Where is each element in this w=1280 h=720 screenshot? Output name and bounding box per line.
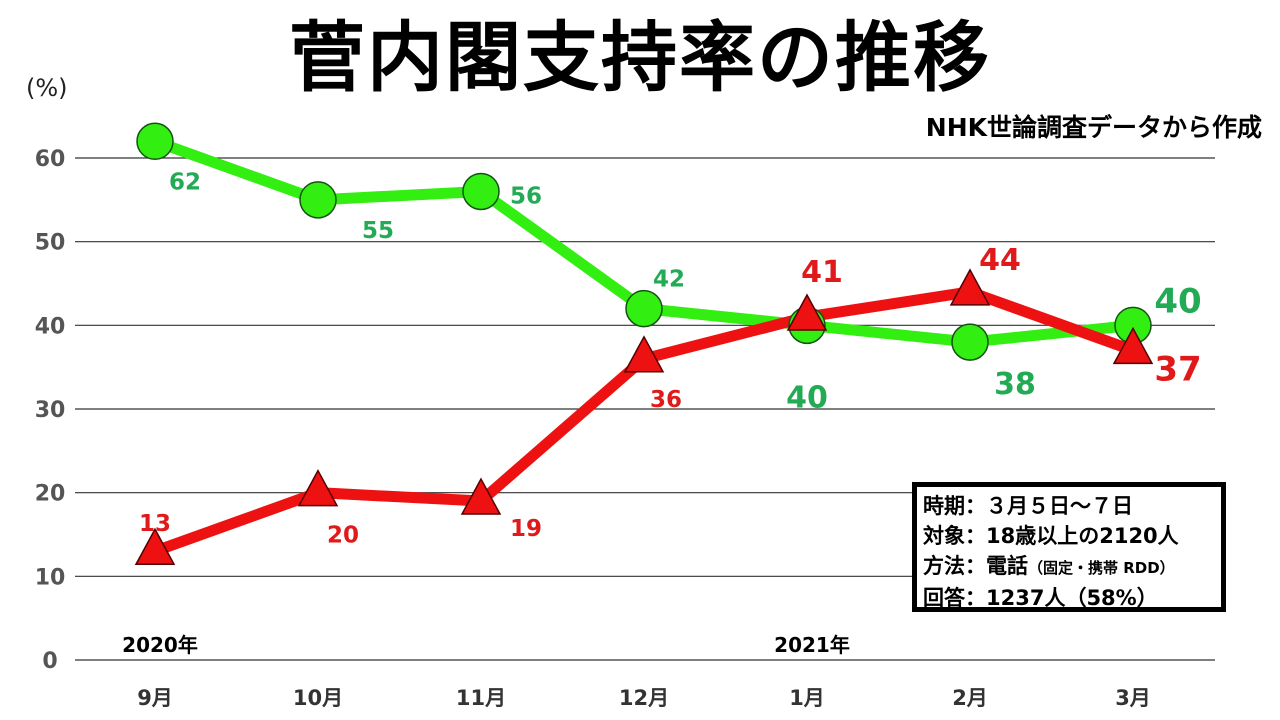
year-label: 2021年: [774, 633, 850, 657]
y-tick-label: 40: [35, 314, 66, 339]
y-tick-label: 10: [35, 565, 66, 590]
x-tick-label: 9月: [137, 686, 173, 710]
x-tick-label: 3月: [1115, 686, 1151, 710]
data-point-circle: [625, 289, 663, 328]
data-point-triangle: [460, 477, 502, 515]
info-method-detail: （固定・携帯 RDD）: [1028, 559, 1175, 577]
data-label: 20: [327, 523, 359, 549]
y-tick-label: 20: [35, 482, 66, 507]
x-tick-label: 1月: [789, 686, 825, 710]
info-period: 時期：３月５日～７日: [923, 494, 1133, 518]
data-label: 40: [1154, 281, 1201, 321]
data-point-circle: [136, 122, 174, 161]
data-label: 38: [994, 367, 1036, 402]
data-point-triangle: [134, 527, 176, 565]
data-point-triangle: [297, 469, 339, 507]
data-label: 13: [139, 511, 171, 537]
survey-info-box: 時期：３月５日～７日 対象：18歳以上の2120人 方法：電話（固定・携帯 RD…: [912, 482, 1226, 612]
x-tick-label: 10月: [293, 686, 343, 710]
y-tick-label: 0: [42, 649, 57, 674]
info-target: 対象：18歳以上の2120人: [923, 524, 1179, 548]
data-point-triangle: [949, 268, 991, 306]
info-method-line: 方法：電話（固定・携帯 RDD）: [923, 551, 1215, 583]
info-method: 方法：電話: [923, 554, 1028, 578]
data-point-circle: [951, 323, 989, 361]
info-response: 回答：1237人（58%）: [923, 586, 1158, 610]
data-label: 62: [169, 169, 201, 195]
year-label: 2020年: [122, 633, 198, 657]
data-point-triangle: [786, 293, 828, 331]
data-point-circle: [299, 181, 337, 219]
chart-subtitle: NHK世論調査データから作成: [925, 113, 1262, 142]
data-label: 40: [786, 380, 828, 415]
data-label: 36: [650, 387, 682, 413]
data-label: 44: [979, 243, 1021, 278]
y-axis-unit: (%): [26, 74, 68, 102]
y-tick-label: 50: [35, 231, 66, 256]
data-label: 37: [1154, 349, 1201, 389]
y-tick-label: 60: [35, 147, 66, 172]
data-point-circle: [462, 172, 500, 211]
chart-title: 菅内閣支持率の推移: [289, 13, 991, 102]
x-tick-label: 2月: [952, 686, 988, 710]
x-tick-label: 12月: [619, 686, 669, 710]
data-point-triangle: [1112, 326, 1154, 365]
data-point-triangle: [623, 335, 665, 373]
y-tick-label: 30: [35, 398, 66, 423]
x-tick-label: 11月: [456, 686, 506, 710]
data-label: 42: [653, 267, 685, 293]
data-label: 55: [362, 218, 394, 244]
data-label: 19: [510, 516, 542, 542]
data-label: 56: [510, 183, 542, 209]
data-label: 41: [801, 255, 843, 290]
